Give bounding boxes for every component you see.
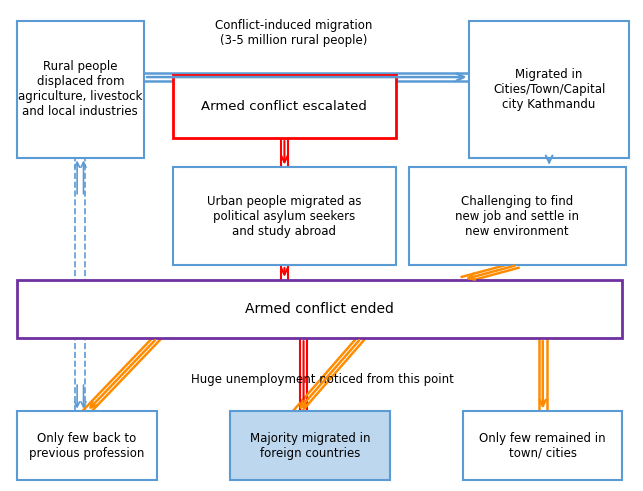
FancyBboxPatch shape bbox=[230, 411, 390, 480]
FancyBboxPatch shape bbox=[469, 21, 629, 158]
Text: Only few back to
previous profession: Only few back to previous profession bbox=[29, 432, 145, 460]
Text: Majority migrated in
foreign countries: Majority migrated in foreign countries bbox=[249, 432, 370, 460]
Text: Huge unemployment noticed from this point: Huge unemployment noticed from this poin… bbox=[191, 373, 454, 386]
FancyBboxPatch shape bbox=[409, 167, 626, 265]
FancyBboxPatch shape bbox=[173, 167, 396, 265]
FancyBboxPatch shape bbox=[463, 411, 622, 480]
Text: Only few remained in
town/ cities: Only few remained in town/ cities bbox=[480, 432, 606, 460]
FancyBboxPatch shape bbox=[17, 280, 622, 338]
Text: Challenging to find
new job and settle in
new environment: Challenging to find new job and settle i… bbox=[455, 195, 579, 238]
Text: Conflict-induced migration
(3-5 million rural people): Conflict-induced migration (3-5 million … bbox=[215, 19, 373, 47]
Text: Rural people
displaced from
agriculture, livestock
and local industries: Rural people displaced from agriculture,… bbox=[18, 60, 143, 118]
Text: Armed conflict escalated: Armed conflict escalated bbox=[201, 100, 367, 113]
Text: Migrated in
Cities/Town/Capital
city Kathmandu: Migrated in Cities/Town/Capital city Kat… bbox=[493, 68, 605, 111]
FancyBboxPatch shape bbox=[17, 411, 157, 480]
FancyBboxPatch shape bbox=[17, 21, 144, 158]
Text: Armed conflict ended: Armed conflict ended bbox=[245, 302, 394, 316]
FancyBboxPatch shape bbox=[173, 75, 396, 138]
Text: Urban people migrated as
political asylum seekers
and study abroad: Urban people migrated as political asylu… bbox=[207, 195, 361, 238]
